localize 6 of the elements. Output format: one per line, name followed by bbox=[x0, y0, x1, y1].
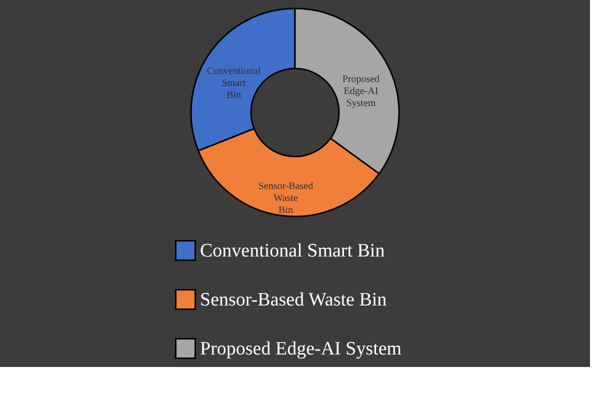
legend-label: Sensor-Based Waste Bin bbox=[200, 290, 388, 310]
legend-label: Conventional Smart Bin bbox=[200, 240, 386, 262]
slice-label: Conventional Smart Bin bbox=[206, 66, 261, 101]
slice-label: Sensor-Based Waste Bin bbox=[258, 180, 314, 216]
slice-label: Proposed Edge-AI System bbox=[342, 74, 380, 109]
legend-label: Proposed Edge-AI System bbox=[200, 338, 402, 360]
